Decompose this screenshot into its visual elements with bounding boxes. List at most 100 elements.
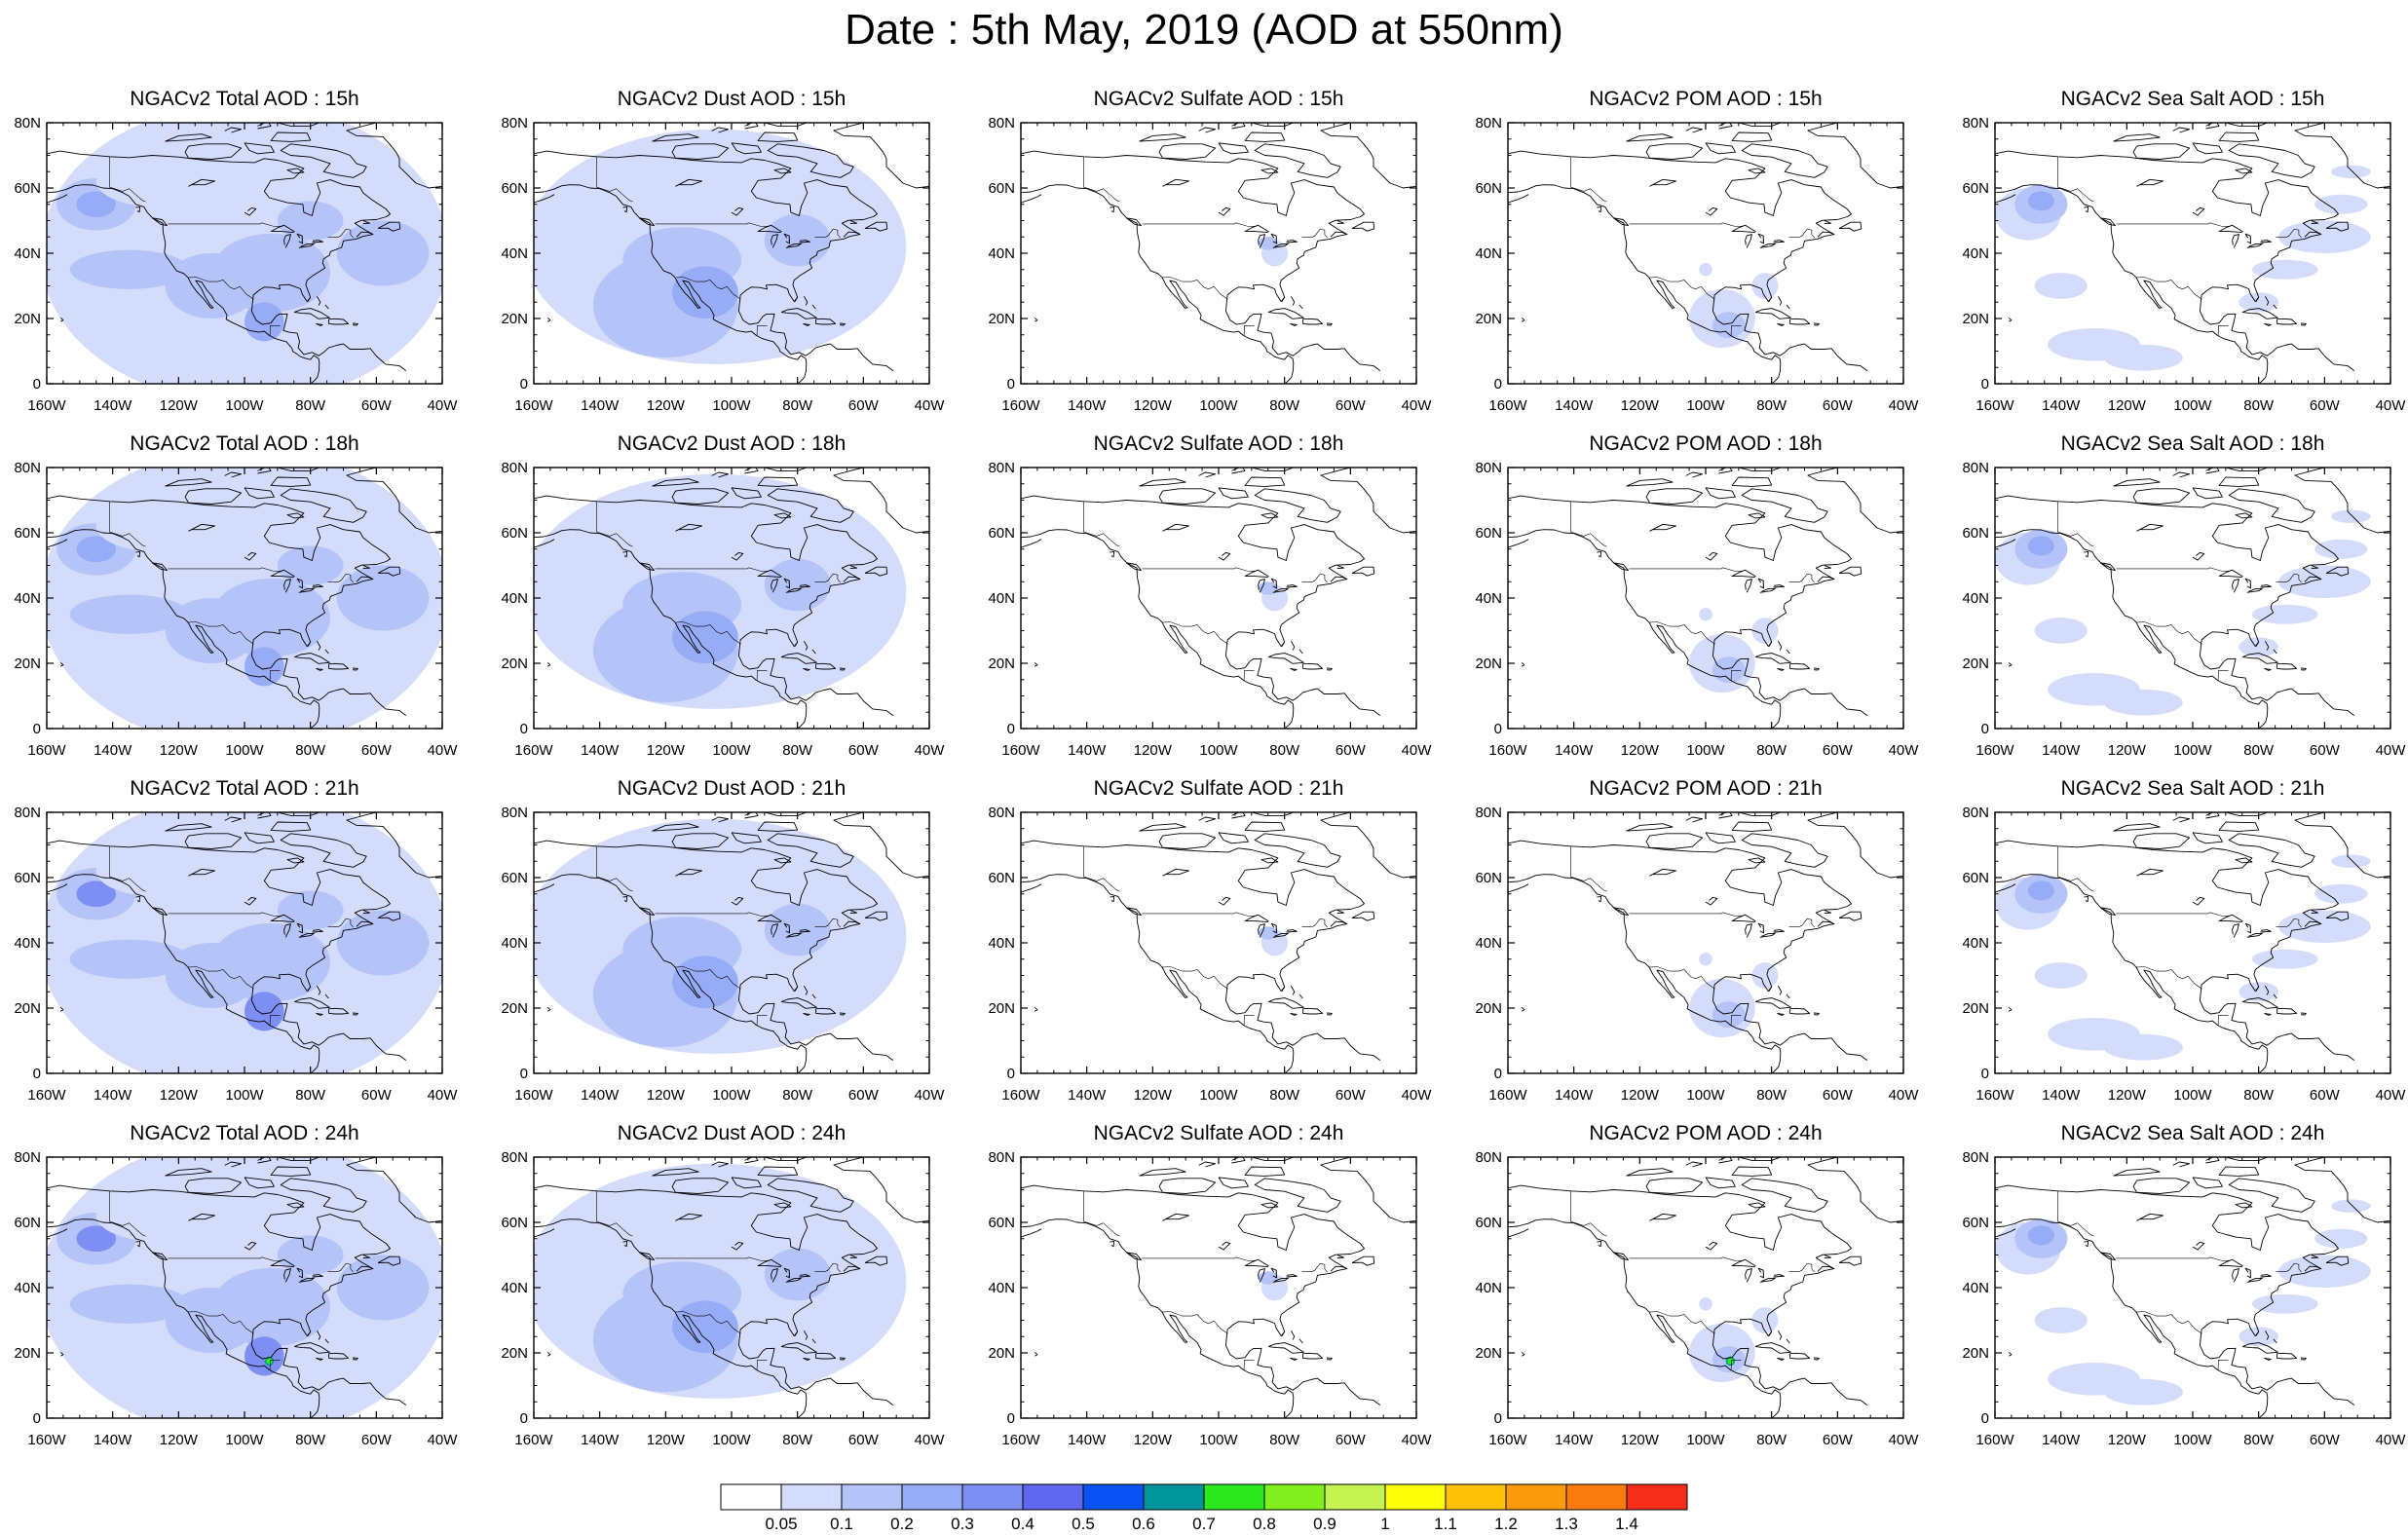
colorbar-label: 0.8: [1253, 1515, 1276, 1531]
aod-contour-region: [764, 1248, 831, 1301]
aod-field: [1995, 165, 2371, 371]
lon-tick-label: 100W: [1199, 1432, 1238, 1448]
lon-tick-label: 40W: [915, 1087, 946, 1104]
lat-tick-label: 40N: [1962, 590, 1989, 607]
lat-tick-label: 20N: [1962, 311, 1989, 327]
colorbar-label: 0.5: [1072, 1515, 1095, 1531]
lon-tick-label: 100W: [712, 397, 751, 414]
lon-tick-label: 100W: [225, 742, 264, 759]
aod-contour-region: [95, 844, 229, 898]
lat-tick-label: 0: [33, 721, 41, 737]
lat-tick-label: 0: [1494, 1066, 1502, 1082]
lat-tick-label: 20N: [988, 311, 1015, 327]
lon-tick-label: 40W: [2376, 1087, 2407, 1104]
map-panel-pom-15h: NGACv2 POM AOD : 15h 160W 140W 120W 100W 80W 6…: [1475, 88, 1985, 419]
aod-contour-region: [1699, 953, 1712, 966]
lat-tick-label: 80N: [1475, 115, 1502, 131]
lon-tick-label: 120W: [1621, 1087, 1660, 1104]
colorbar-label: 1.4: [1615, 1515, 1638, 1531]
lon-tick-label: 140W: [1555, 742, 1594, 759]
lon-tick-label: 80W: [1269, 1432, 1300, 1448]
aod-contour-region: [2331, 165, 2371, 178]
coastlines: [1021, 1157, 1416, 1418]
coastlines: [1995, 123, 2390, 384]
lon-tick-label: 60W: [361, 742, 393, 759]
lon-tick-label: 120W: [1134, 1087, 1173, 1104]
lat-tick-label: 80N: [1962, 1149, 1989, 1166]
lon-tick-label: 80W: [1269, 742, 1300, 759]
lon-tick-label: 160W: [1001, 742, 1040, 759]
lat-tick-label: 0: [1007, 721, 1015, 737]
map-axes: 160W 140W 120W 100W 80W 60W 40W 0 20N 40N 60N 80N: [501, 1149, 945, 1448]
map-axes: 160W 140W 120W 100W 80W 60W 40W 0 20N 40N 60N 80N: [14, 1149, 458, 1448]
lat-tick-label: 20N: [501, 656, 528, 672]
lat-tick-label: 80N: [14, 805, 41, 821]
lon-tick-label: 100W: [1199, 742, 1238, 759]
aod-field: [47, 1157, 442, 1418]
aod-contour-region: [2251, 949, 2318, 969]
lat-tick-label: 0: [33, 1410, 41, 1427]
lon-tick-label: 100W: [2173, 1432, 2212, 1448]
map-axes: 160W 140W 120W 100W 80W 60W 40W 0 20N 40N 60N 80N: [988, 460, 1432, 759]
colorbar-swatch: [1565, 1483, 1628, 1511]
lon-tick-label: 120W: [1621, 742, 1660, 759]
aod-contour-region: [1751, 1307, 1779, 1333]
lat-tick-label: 40N: [14, 1280, 41, 1296]
lat-tick-label: 40N: [501, 935, 528, 952]
lon-tick-label: 60W: [1336, 1432, 1367, 1448]
map-panel-total-24h: NGACv2 Total AOD : 24h 160W 140W 120W 100W 80…: [14, 1122, 524, 1453]
lat-tick-label: 80N: [1962, 115, 1989, 131]
map-axes: 160W 140W 120W 100W 80W 60W 40W 0 20N 40N 60N 80N: [1475, 805, 1919, 1104]
aod-contour-region: [336, 1255, 430, 1321]
aod-contour-region: [2239, 637, 2278, 657]
lat-tick-label: 80N: [14, 460, 41, 476]
panel-title: NGACv2 Sea Salt AOD : 24h: [2060, 1122, 2325, 1144]
panel-title: NGACv2 POM AOD : 24h: [1589, 1122, 1823, 1144]
map-panel-seasalt-24h: NGACv2 Sea Salt AOD : 24h 160W 140W 120W 100…: [1962, 1122, 2408, 1453]
aod-contour-region: [95, 1189, 229, 1243]
lat-tick-label: 0: [1494, 376, 1502, 393]
lon-tick-label: 120W: [1621, 1432, 1660, 1448]
aod-contour-region: [76, 1225, 117, 1253]
aod-contour-region: [2034, 1307, 2088, 1333]
lat-tick-label: 60N: [501, 180, 528, 197]
map-axes: 160W 140W 120W 100W 80W 60W 40W 0 20N 40N 60N 80N: [14, 460, 458, 759]
lat-tick-label: 80N: [988, 115, 1015, 131]
panel-title: NGACv2 Sea Salt AOD : 18h: [2060, 432, 2325, 455]
lat-tick-label: 20N: [14, 311, 41, 327]
aod-field: [534, 1163, 907, 1399]
aod-contour-region: [69, 594, 189, 634]
lon-tick-label: 160W: [27, 742, 66, 759]
coastlines: [1508, 123, 1903, 384]
lat-tick-label: 80N: [1962, 460, 1989, 476]
lon-tick-label: 60W: [1336, 397, 1367, 414]
lon-tick-label: 40W: [1402, 397, 1433, 414]
coastlines: [1508, 468, 1903, 729]
lon-tick-label: 40W: [1402, 1432, 1433, 1448]
map-panel-total-21h: NGACv2 Total AOD : 21h 160W 140W 120W 100W 80…: [14, 777, 524, 1108]
lat-tick-label: 0: [1494, 721, 1502, 737]
lon-tick-label: 140W: [1555, 397, 1594, 414]
coastlines: [47, 123, 442, 384]
lon-tick-label: 40W: [1402, 1087, 1433, 1104]
political-borders: [2057, 156, 2302, 337]
lon-tick-label: 100W: [225, 397, 264, 414]
aod-contour-region: [2331, 1199, 2371, 1213]
aod-contour-region: [2239, 982, 2278, 1002]
map-panel-pom-24h: NGACv2 POM AOD : 24h 160W 140W 120W 100W 80W 6…: [1475, 1122, 1985, 1453]
lon-tick-label: 80W: [782, 742, 813, 759]
colorbar-label: 0.2: [890, 1515, 914, 1531]
lon-tick-label: 40W: [428, 1432, 459, 1448]
aod-contour-region: [2103, 1033, 2183, 1061]
lat-tick-label: 40N: [14, 245, 41, 262]
aod-contour-region: [2277, 1255, 2371, 1288]
lon-tick-label: 80W: [2243, 742, 2275, 759]
lon-tick-label: 60W: [2310, 397, 2341, 414]
lat-tick-label: 40N: [14, 935, 41, 952]
lat-tick-label: 40N: [1475, 590, 1502, 607]
aod-contour-region: [764, 903, 831, 956]
coastlines: [1995, 1157, 2390, 1418]
political-borders: [596, 845, 841, 1027]
aod-colorbar: 0.05 0.1 0.2 0.3 0.4 0.5 0.6 0.7 0.8 0.9 1 1.1 1.2 1.…: [0, 1479, 2408, 1533]
map-panel-total-18h: NGACv2 Total AOD : 18h 160W 140W 120W 100W 80…: [14, 432, 524, 764]
